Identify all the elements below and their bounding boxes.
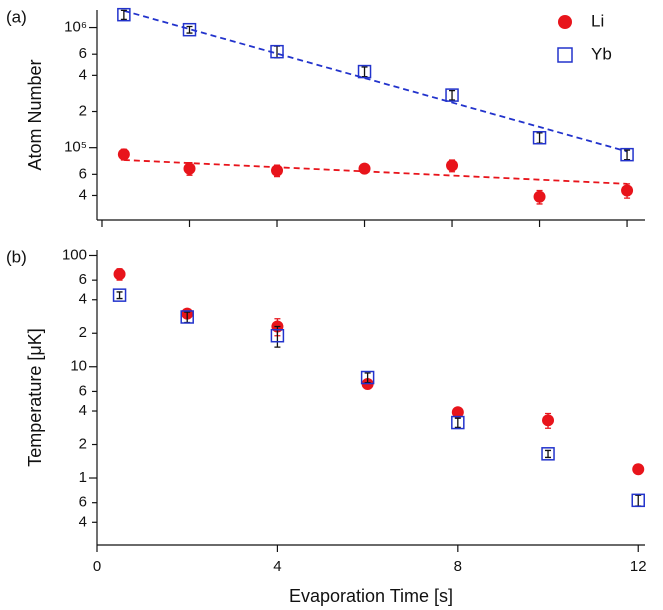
y-tick-label: 4: [79, 66, 87, 83]
marker: [451, 415, 465, 430]
y-tick-label: 4: [79, 513, 87, 530]
legend-marker: [558, 15, 572, 29]
panel-label: (a): [6, 7, 27, 26]
error-bar: [536, 132, 543, 144]
marker: [182, 22, 197, 37]
marker: [270, 328, 285, 343]
y-tick-label: 6: [79, 271, 87, 288]
x-tick-label: 4: [273, 558, 281, 575]
error-bar: [116, 291, 123, 300]
y-tick-label: 2: [79, 435, 87, 452]
legend-label: Li: [591, 11, 604, 30]
marker: [183, 162, 196, 175]
y-axis-title: Temperature [μK]: [25, 328, 45, 466]
error-bar: [186, 25, 193, 34]
marker: [358, 162, 371, 175]
marker: [541, 447, 555, 461]
y-tick-label: 10: [70, 358, 87, 375]
y-tick-label: 2: [79, 324, 87, 341]
panel: (a) Atom Number 10⁶ 6 4 2 10⁵ 6 4 Li Yb: [6, 7, 645, 227]
y-tick-label: 6: [79, 45, 87, 62]
marker: [117, 7, 131, 22]
y-tick-label: 6: [79, 494, 87, 511]
marker: [357, 64, 372, 79]
marker: [270, 44, 284, 59]
marker: [532, 130, 547, 145]
y-tick-label: 6: [79, 165, 87, 182]
marker: [446, 159, 459, 172]
fit-line: [123, 159, 628, 185]
marker: [180, 310, 194, 324]
legend-marker: [557, 47, 573, 63]
y-axis-title: Atom Number: [25, 59, 45, 170]
marker: [117, 148, 130, 161]
marker: [621, 184, 634, 197]
x-tick-label: 8: [454, 558, 462, 575]
error-bar: [361, 66, 368, 78]
marker: [360, 370, 375, 385]
x-tick-label: 12: [630, 558, 647, 575]
y-tick-label: 4: [79, 291, 87, 308]
marker: [271, 164, 284, 177]
marker: [631, 493, 645, 508]
marker: [620, 147, 634, 162]
y-tick-label: 2: [79, 102, 87, 119]
error-bar: [274, 45, 281, 59]
marker: [113, 268, 126, 281]
error-bar: [364, 372, 371, 384]
y-tick-label: 6: [79, 382, 87, 399]
error-bar: [449, 89, 456, 101]
marker: [542, 414, 555, 427]
error-bar: [545, 449, 552, 459]
x-tick-label: 0: [93, 558, 101, 575]
marker: [533, 190, 546, 203]
error-bar: [635, 494, 642, 507]
marker: [112, 288, 127, 302]
marker: [451, 406, 464, 419]
y-tick-label: 100: [62, 246, 87, 263]
fit-line: [123, 9, 628, 153]
panel: (b) Temperature [μK] 100 6 4 2 10 6 4 2 1 6 4 0 4 8 12 Ev…: [6, 246, 647, 605]
marker: [632, 463, 645, 476]
error-bar: [120, 9, 127, 21]
x-axis-title: Evaporation Time [s]: [289, 586, 453, 606]
marker: [445, 88, 459, 102]
panel-label: (b): [6, 247, 27, 266]
error-bar: [624, 149, 631, 161]
legend-label: Yb: [591, 44, 612, 63]
y-tick-label: 1: [79, 469, 87, 486]
y-tick-label: 4: [79, 402, 87, 419]
y-tick-label: 10⁵: [64, 139, 87, 156]
y-tick-label: 10⁶: [64, 19, 87, 36]
error-bar: [454, 417, 461, 429]
y-tick-label: 4: [79, 186, 87, 203]
